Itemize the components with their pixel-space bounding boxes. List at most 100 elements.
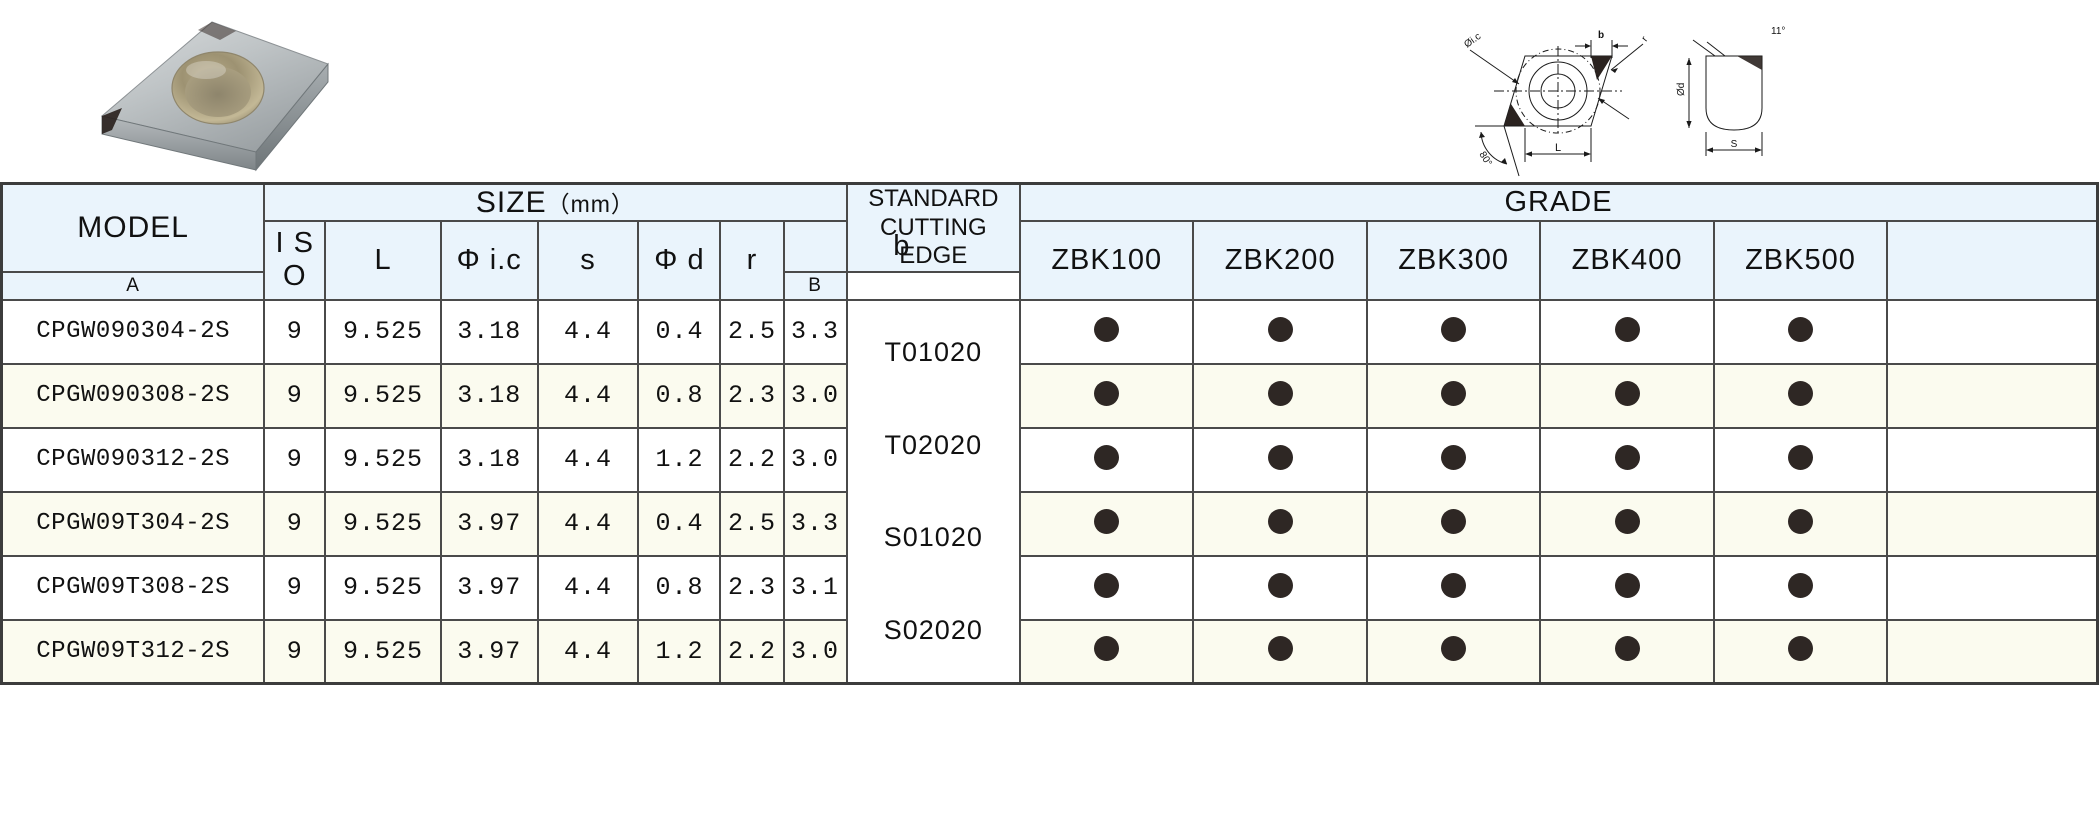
- cell-d: 4.4: [536, 362, 640, 429]
- header-size-unit: （mm）: [546, 191, 635, 217]
- top-view-tip-left: [1504, 104, 1525, 126]
- cell-b-b: 3.3: [782, 298, 848, 365]
- availability-dot: [1441, 508, 1467, 534]
- cell-b-a: 2.5: [719, 298, 785, 365]
- header-grade: GRADE: [1019, 182, 2099, 222]
- cell-grade-zbk300: [1365, 554, 1542, 621]
- header-b-a: A: [0, 270, 266, 301]
- cell-grade-zbk100: [1019, 298, 1195, 365]
- availability-dot: [1094, 444, 1120, 470]
- cell-grade-zbk200: [1192, 426, 1368, 493]
- availability-dot: [1614, 316, 1640, 342]
- top-view-centre-lines: [1494, 46, 1622, 136]
- side-view-label-angle: 11°: [1771, 26, 1785, 37]
- cell-b-b: 3.1: [782, 554, 848, 621]
- table-row: CPGW09T304-2S 9 9.525 3.97 4.4 0.4 2.5 3…: [0, 490, 2099, 557]
- cell-iso: CPGW090308-2S: [0, 362, 266, 429]
- availability-dot: [1267, 636, 1293, 662]
- cell-s: 3.97: [439, 490, 539, 557]
- availability-dot: [1441, 380, 1467, 406]
- cell-grade-zbk200: [1192, 298, 1368, 365]
- cell-grade-zbk500: [1712, 490, 1889, 557]
- cell-r: 1.2: [637, 618, 722, 685]
- top-view-dim-b: [1575, 40, 1628, 58]
- insert-countersink-edge: [171, 51, 265, 125]
- cell-grade-zbk400: [1539, 298, 1715, 365]
- header-sce-line-1: STANDARD: [868, 185, 999, 213]
- cell-iso: CPGW09T312-2S: [0, 618, 266, 685]
- cell-b-a: 2.2: [719, 618, 785, 685]
- header-s: s: [536, 220, 640, 301]
- header-iso: I S O: [263, 220, 327, 301]
- cell-r: 0.4: [637, 298, 722, 365]
- side-view-dim-d: [1686, 58, 1692, 128]
- header-ic: Φ i.c: [439, 220, 539, 301]
- header-grade-zbk200: ZBK200: [1192, 220, 1368, 301]
- cell-grade-zbk200: [1192, 618, 1368, 685]
- header-b-b: B: [782, 270, 848, 301]
- cell-b-a: 2.3: [719, 554, 785, 621]
- header-grade-zbk100: ZBK100: [1019, 220, 1195, 301]
- table-row: CPGW09T308-2S 9 9.525 3.97 4.4 0.8 2.3 3…: [0, 554, 2099, 621]
- cell-grade-zbk300: [1365, 618, 1542, 685]
- cell-grade-zbk100: [1019, 426, 1195, 493]
- cell-d: 4.4: [536, 554, 640, 621]
- availability-dot: [1267, 316, 1293, 342]
- cell-b-b: 3.0: [782, 362, 848, 429]
- availability-dot: [1614, 444, 1640, 470]
- cell-grade-zbk400: [1539, 426, 1715, 493]
- cell-grade-blank: [1886, 298, 2099, 365]
- availability-dot: [1267, 508, 1293, 534]
- availability-dot: [1441, 572, 1467, 598]
- cell-d: 4.4: [536, 298, 640, 365]
- top-view-dim-ic: [1469, 49, 1630, 120]
- product-photo: [60, 4, 360, 180]
- insert-highlight: [186, 61, 226, 79]
- cell-grade-zbk100: [1019, 554, 1195, 621]
- availability-dot: [1094, 380, 1120, 406]
- top-view-dim-r: [1610, 43, 1644, 73]
- cell-grade-zbk100: [1019, 618, 1195, 685]
- cell-grade-blank: [1886, 362, 2099, 429]
- side-view-outline: [1705, 55, 1763, 131]
- insert-corner-tip-top: [198, 22, 236, 40]
- insert-side-face-right: [255, 62, 329, 172]
- cell-grade-zbk400: [1539, 490, 1715, 557]
- availability-dot: [1788, 508, 1813, 534]
- availability-dot: [1614, 572, 1640, 598]
- cell-grade-zbk300: [1365, 298, 1542, 365]
- header-b: b: [782, 220, 1022, 273]
- cell-iso: CPGW090312-2S: [0, 426, 266, 493]
- sce-value-1: T01020: [884, 337, 983, 367]
- availability-dot: [1788, 572, 1813, 598]
- table-row: CPGW09T312-2S 9 9.525 3.97 4.4 1.2 2.2 3…: [0, 618, 2099, 685]
- availability-dot: [1614, 636, 1640, 662]
- cell-grade-blank: [1886, 618, 2099, 685]
- sce-value-2: T02020: [884, 429, 983, 460]
- availability-dot: [1788, 636, 1813, 662]
- cell-s: 3.18: [439, 298, 539, 365]
- top-view-label-angle: 80°: [1476, 150, 1493, 169]
- availability-dot: [1094, 636, 1120, 662]
- availability-dot: [1614, 380, 1640, 406]
- cell-grade-zbk500: [1712, 426, 1889, 493]
- availability-dot: [1441, 636, 1467, 662]
- top-view-dim-L: [1524, 128, 1592, 162]
- cell-grade-blank: [1886, 490, 2099, 557]
- table-row: CPGW090308-2S 9 9.525 3.18 4.4 0.8 2.3 3…: [0, 362, 2099, 429]
- cell-b-b: 3.3: [782, 490, 848, 557]
- cell-grade-zbk300: [1365, 362, 1542, 429]
- insert-hole-bore: [185, 67, 251, 117]
- cell-grade-zbk500: [1712, 298, 1889, 365]
- availability-dot: [1094, 508, 1120, 534]
- cell-s: 3.97: [439, 618, 539, 685]
- cell-grade-zbk300: [1365, 426, 1542, 493]
- header-r: r: [719, 220, 785, 301]
- cell-grade-zbk500: [1712, 362, 1889, 429]
- technical-drawings: b r Øi.c: [1415, 4, 1815, 182]
- cell-L: 9: [263, 490, 327, 557]
- header-grade-zbk400: ZBK400: [1539, 220, 1715, 301]
- table-header-row-1: MODEL SIZE（mm） STANDARD CUTTING EDGE GRA…: [0, 182, 2099, 273]
- cell-b-a: 2.5: [719, 490, 785, 557]
- sce-value-3: S01020: [883, 522, 983, 552]
